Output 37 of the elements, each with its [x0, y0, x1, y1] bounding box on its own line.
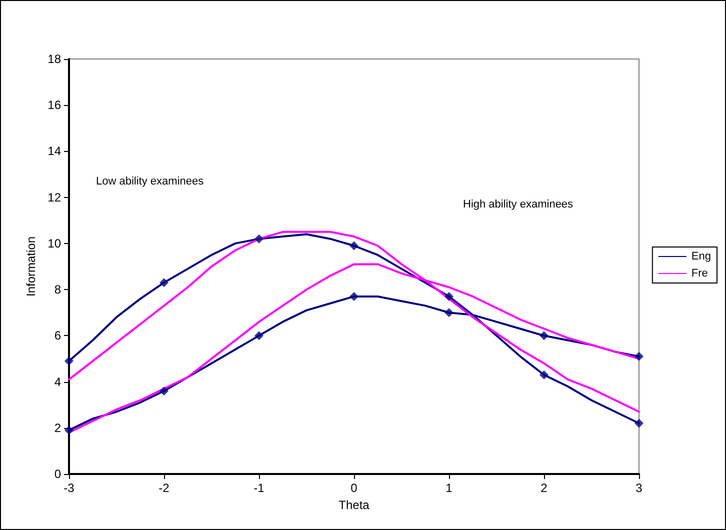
y-tick-label: 16 — [48, 98, 62, 112]
x-tick-label: 1 — [446, 481, 453, 495]
point — [64, 426, 74, 435]
y-tick-label: 6 — [54, 328, 62, 343]
point — [634, 352, 644, 361]
point — [540, 331, 548, 340]
point — [160, 278, 168, 288]
x-tick-label: -1 — [254, 481, 265, 495]
x-tick-label: -3 — [64, 481, 75, 495]
y-tick-label: 12 — [48, 190, 62, 204]
point — [254, 234, 264, 244]
point — [350, 292, 358, 301]
y-tick-label: 14 — [48, 144, 62, 158]
x-tick-label: 3 — [636, 481, 643, 495]
y-tick-label: 8 — [54, 282, 62, 297]
legend-label: Fre — [691, 268, 708, 280]
point — [64, 356, 74, 366]
annotation: High ability examinees — [463, 198, 574, 210]
y-tick-label: 0 — [54, 467, 62, 481]
point — [634, 418, 644, 428]
point — [350, 241, 358, 250]
y-tick-label: 10 — [48, 236, 62, 250]
point — [254, 331, 264, 340]
y-tick-label: 4 — [54, 374, 62, 389]
x-tick-label: 2 — [540, 481, 548, 495]
x-axis-title: Theta — [338, 498, 370, 512]
legend-label: Eng — [691, 250, 712, 262]
y-tick-label: 18 — [48, 52, 62, 66]
point — [160, 386, 168, 396]
x-tick-label: -2 — [158, 481, 170, 495]
y-tick-label: 2 — [54, 420, 62, 435]
x-tick-label: 0 — [350, 481, 358, 495]
annotation: Low ability examinees — [96, 176, 204, 188]
point — [540, 370, 548, 380]
point — [444, 292, 454, 301]
y-axis-title: Information — [24, 236, 38, 297]
point — [444, 308, 454, 318]
